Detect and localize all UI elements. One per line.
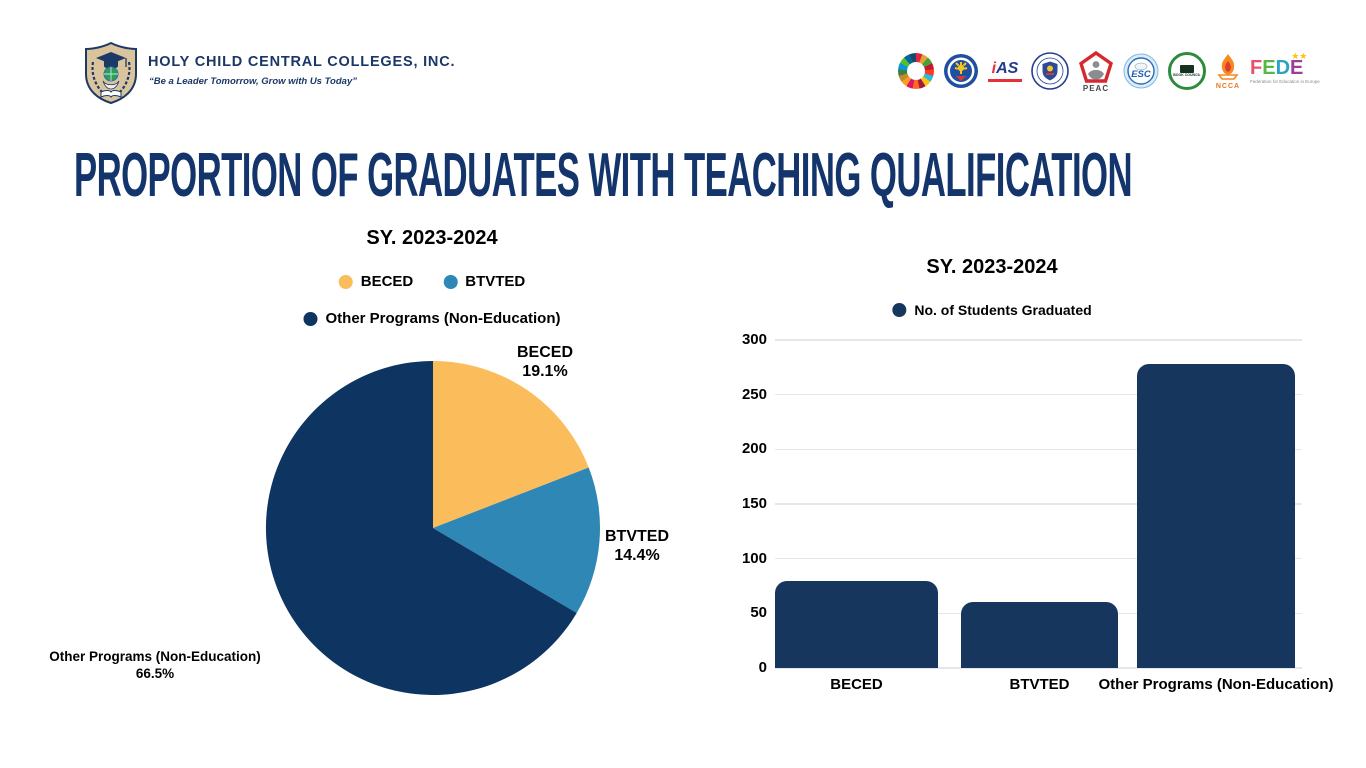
gridline-100: [775, 557, 1302, 560]
peac-logo: PEAC: [1078, 50, 1114, 93]
bar-other-programs-non-education: [1137, 364, 1295, 668]
ias-letter-i: i: [991, 59, 997, 77]
school-tagline: “Be a Leader Tomorrow, Grow with Us Toda…: [149, 76, 357, 87]
x-tick-label-btvted: BTVTED: [1009, 676, 1070, 693]
book-council-seal-icon: BOOK COUNCIL: [1168, 52, 1206, 90]
pie-callout-beced-pct: 19.1%: [522, 363, 568, 380]
star-icons: ★★: [1291, 51, 1308, 61]
book-council-label: BOOK COUNCIL: [1173, 73, 1201, 77]
bar-chart-plot-area: 0 50 100 150 200 250 300 BECED BTVTED Other Progr…: [742, 331, 1334, 693]
x-tick-label-other-programs-non-education: Other Programs (Non-Education): [1098, 676, 1334, 693]
partner-logo-strip: iAS PEAC ESC: [898, 48, 1320, 94]
bar-beced: [775, 580, 938, 668]
ias-logo: iAS: [988, 59, 1022, 82]
page-title: PROPORTION OF GRADUATES WITH TEACHING QU…: [74, 141, 1133, 210]
esc-seal-icon: ESC: [1123, 53, 1159, 89]
ncca-logo: NCCA: [1215, 53, 1241, 90]
ias-letters-as: AS: [996, 59, 1019, 77]
pie-callout-btvted-pct: 14.4%: [614, 547, 660, 564]
fede-letter-3: E: [1290, 57, 1304, 79]
bar-chart-legend: No. of Students Graduated: [892, 302, 1092, 318]
philippine-sun-seal-icon: [943, 53, 979, 89]
gridline-200: [775, 448, 1302, 451]
y-tick-label-200: 200: [741, 440, 767, 458]
book-icon: [1180, 65, 1194, 73]
legend-item-students: No. of Students Graduated: [892, 302, 1092, 318]
pie-callout-btvted-name: BTVTED: [605, 528, 669, 545]
y-tick-label-50: 50: [750, 604, 767, 622]
legend-dot-other: [303, 311, 318, 326]
pie-callout-btvted: BTVTED 14.4%: [605, 527, 669, 565]
fede-letter-0: F: [1250, 57, 1263, 79]
peac-label: PEAC: [1082, 83, 1110, 93]
legend-label-students: No. of Students Graduated: [914, 302, 1092, 318]
legend-item-beced: BECED: [338, 273, 414, 290]
pie-chart-title: SY. 2023-2024: [366, 227, 498, 249]
legend-dot-btvted: [443, 274, 458, 289]
fede-letter-1: E: [1262, 57, 1276, 79]
gridline-250: [775, 393, 1302, 396]
x-tick-label-beced: BECED: [830, 676, 883, 693]
pie-slice-btvted: [433, 467, 601, 613]
fede-letter-2: D: [1275, 57, 1291, 79]
school-name: HOLY CHILD CENTRAL COLLEGES, INC.: [148, 54, 456, 70]
y-tick-label-250: 250: [741, 385, 767, 403]
legend-dot-beced: [338, 274, 353, 289]
legend-dot-students: [892, 303, 907, 317]
school-shield-logo: [84, 41, 138, 109]
pie-callout-other-pct: 66.5%: [135, 666, 175, 681]
pie-legend-row-2: Other Programs (Non-Education): [303, 310, 561, 327]
fede-letters: FEDE: [1250, 58, 1303, 78]
legend-item-other: Other Programs (Non-Education): [303, 310, 561, 327]
pie-callout-beced-name: BECED: [516, 344, 574, 361]
y-tick-label-150: 150: [741, 495, 767, 512]
gridline-0: [775, 667, 1302, 669]
pie-slice-other-programs-non-education: [265, 361, 577, 695]
y-tick-label-0: 0: [758, 659, 767, 676]
pie-callout-other-name: Other Programs (Non-Education): [49, 649, 261, 664]
y-tick-label-100: 100: [741, 549, 767, 567]
gridline-150: [775, 503, 1302, 505]
fede-subtext: Federation for Education in Europe: [1250, 79, 1320, 84]
bar-chart-title: SY. 2023-2024: [926, 256, 1058, 278]
legend-label-beced: BECED: [360, 273, 414, 290]
shield-icon: [85, 41, 137, 105]
legend-label-other: Other Programs (Non-Education): [325, 310, 561, 327]
ias-underline: [988, 78, 1022, 82]
pie-callout-beced: BECED 19.1%: [517, 343, 573, 381]
deped-seal-icon: [1031, 52, 1069, 90]
pie-chart: [265, 361, 601, 695]
y-tick-label-300: 300: [741, 331, 767, 348]
sdg-wheel-icon: [898, 53, 934, 89]
gridline-300: [775, 339, 1302, 341]
svg-text:ESC: ESC: [1131, 69, 1151, 80]
bar-btvted: [961, 602, 1118, 668]
pie-callout-other: Other Programs (Non-Education) 66.5%: [49, 648, 261, 682]
ncca-label: NCCA: [1215, 82, 1241, 90]
pie-legend-row-1: BECED BTVTED: [338, 273, 525, 290]
legend-item-btvted: BTVTED: [443, 273, 525, 290]
legend-label-btvted: BTVTED: [465, 273, 526, 290]
fede-logo: FEDE ★★ Federation for Education in Euro…: [1250, 52, 1320, 85]
pie-slice-beced: [433, 361, 589, 528]
